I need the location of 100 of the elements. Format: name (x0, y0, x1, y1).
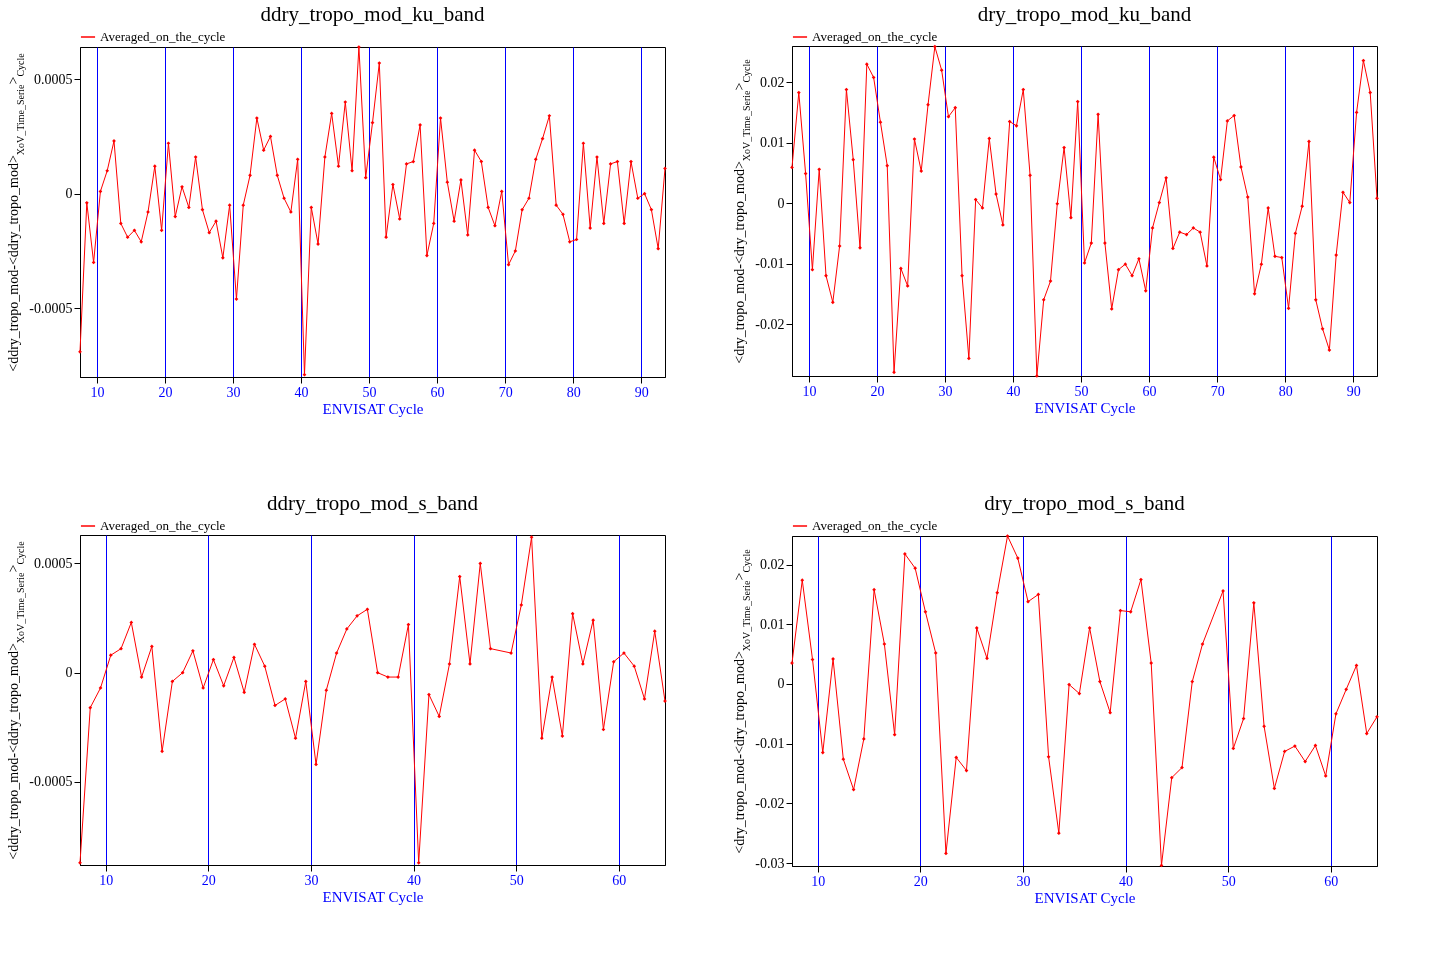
legend-label: Averaged_on_the_cycle (812, 29, 938, 44)
point (985, 656, 989, 661)
x-tick-label: 40 (1006, 383, 1021, 399)
chart-title: dry_tropo_mod_s_band (984, 491, 1186, 515)
point (1364, 731, 1369, 736)
x-tick-label: 30 (1016, 873, 1031, 889)
point (1046, 754, 1051, 759)
point (944, 851, 948, 856)
point (242, 690, 247, 695)
point (519, 603, 524, 607)
point (642, 697, 647, 701)
x-tick-label: 70 (1210, 383, 1225, 399)
point (954, 755, 959, 760)
point (1262, 724, 1266, 729)
point (933, 651, 938, 655)
x-tick-label: 40 (294, 384, 309, 400)
point (119, 646, 123, 651)
chart-title: ddry_tropo_mod_ku_band (260, 2, 485, 26)
x-axis-title: ENVISAT Cycle (322, 888, 424, 905)
x-tick-label: 60 (612, 872, 627, 888)
y-tick-label: 0 (65, 665, 73, 681)
line-series (790, 534, 1379, 868)
point (447, 662, 452, 666)
x-tick-label: 30 (226, 384, 241, 400)
point (1067, 682, 1071, 687)
point (457, 574, 462, 579)
legend-label: Averaged_on_the_cycle (812, 518, 938, 533)
x-tick-label: 10 (802, 383, 817, 399)
point (1036, 592, 1041, 597)
point (1015, 556, 1020, 560)
x-tick-label: 20 (913, 873, 928, 889)
y-tick-label: 0.01 (760, 135, 785, 151)
point (324, 688, 329, 693)
point (303, 679, 308, 684)
point (841, 757, 846, 762)
x-tick-label: 50 (509, 872, 524, 888)
point (1375, 714, 1379, 719)
point (334, 651, 339, 655)
x-axis-title: ENVISAT Cycle (1034, 889, 1136, 906)
point (283, 697, 288, 701)
y-tick-label: 0.0005 (34, 71, 73, 87)
x-tick-label: 20 (158, 384, 173, 400)
chart-title: ddry_tropo_mod_s_band (266, 491, 479, 515)
point (1344, 687, 1349, 692)
point (98, 686, 103, 690)
x-axis-title: ENVISAT Cycle (322, 400, 424, 417)
y-tick-label: 0.0005 (34, 555, 73, 571)
y-tick-label: -0.02 (755, 316, 785, 332)
y-tick-label: -0.03 (755, 855, 785, 871)
point (314, 762, 318, 767)
point (427, 692, 431, 697)
y-tick-label: 0.02 (760, 557, 785, 573)
x-tick-label: 80 (1278, 383, 1293, 399)
point (478, 561, 483, 566)
x-tick-label: 20 (201, 872, 216, 888)
point (1098, 679, 1102, 684)
y-tick-label: 0.01 (760, 616, 785, 632)
x-tick-label: 20 (870, 383, 885, 399)
y-tick-label: 0 (777, 676, 785, 692)
x-tick-label: 10 (811, 873, 826, 889)
x-tick-label: 90 (1346, 383, 1361, 399)
x-tick-label: 40 (1119, 873, 1134, 889)
point (872, 587, 876, 592)
y-tick-label: -0.02 (755, 795, 785, 811)
point (1180, 765, 1184, 770)
x-tick-label: 30 (304, 872, 319, 888)
x-tick-label: 60 (430, 384, 445, 400)
x-tick-label: 50 (362, 384, 377, 400)
x-tick-label: 50 (1221, 873, 1236, 889)
point (1026, 599, 1030, 604)
point (882, 642, 887, 646)
point (529, 535, 534, 540)
x-tick-label: 10 (90, 384, 105, 400)
point (1108, 710, 1113, 715)
point (974, 626, 979, 630)
line-series (78, 535, 667, 865)
point (293, 736, 298, 741)
legend-label: Averaged_on_the_cycle (100, 29, 226, 44)
x-axis-title: ENVISAT Cycle (1034, 399, 1136, 416)
x-tick-label: 40 (407, 872, 422, 888)
point (273, 703, 277, 708)
x-tick-label: 60 (1142, 383, 1157, 399)
point (1303, 759, 1308, 764)
point (78, 860, 82, 865)
point (1200, 642, 1205, 646)
y-tick-label: -0.01 (755, 256, 785, 272)
x-tick-label: 70 (498, 384, 513, 400)
point (923, 609, 928, 614)
y-tick-label: -0.01 (755, 736, 785, 752)
point (262, 664, 267, 668)
point (1005, 534, 1010, 538)
point (1190, 679, 1195, 684)
point (160, 749, 164, 754)
x-tick-label: 50 (1074, 383, 1089, 399)
point (149, 644, 154, 649)
point (560, 734, 565, 738)
legend-label: Averaged_on_the_cycle (100, 518, 226, 533)
point (139, 675, 144, 679)
y-tick-label: -0.0005 (29, 300, 73, 316)
point (437, 714, 442, 719)
